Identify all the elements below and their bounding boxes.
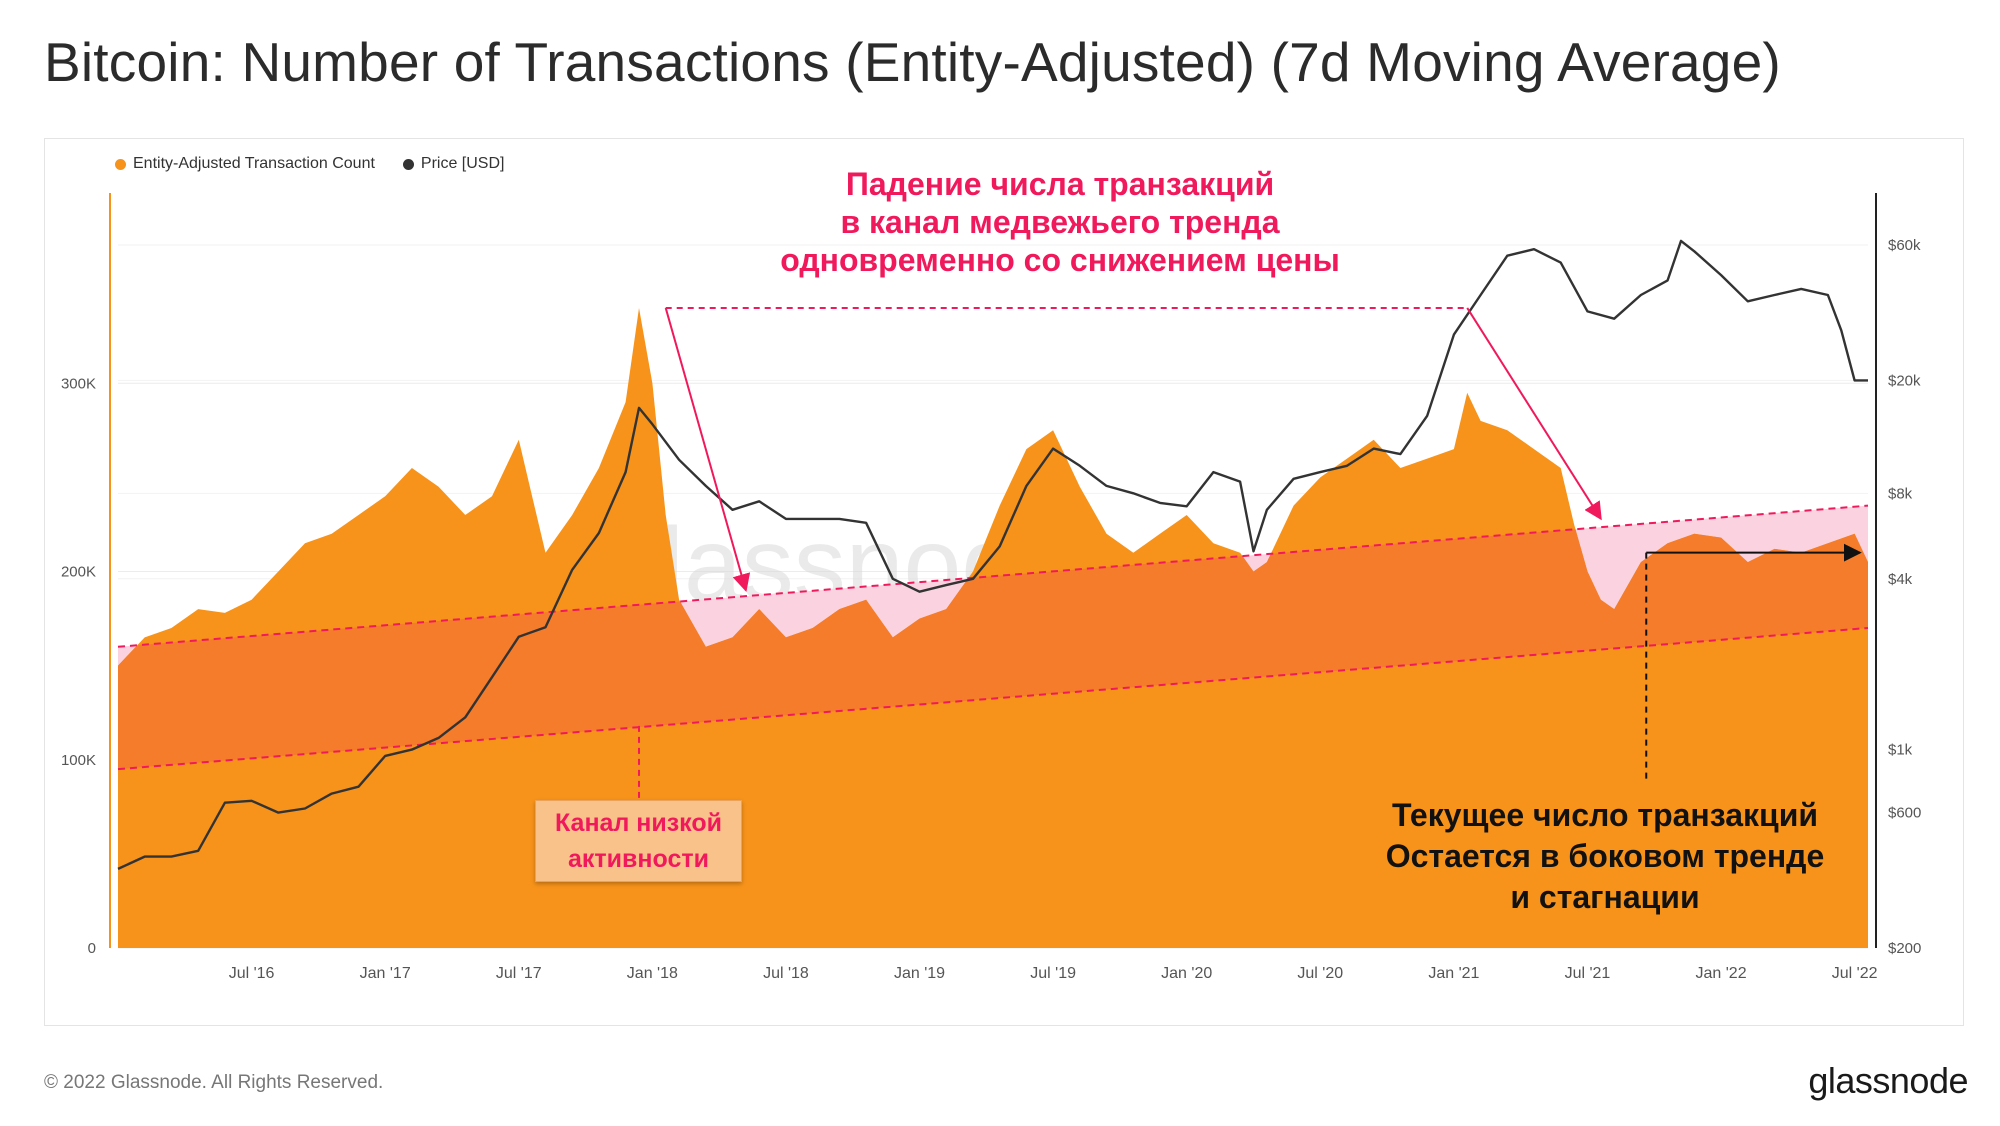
x-tick-label: Jul '20 <box>1297 965 1343 982</box>
x-tick-label: Jan '21 <box>1428 965 1479 982</box>
y-right-tick-label: $600 <box>1888 805 1921 822</box>
legend-item-transactions[interactable]: Entity-Adjusted Transaction Count <box>115 155 375 173</box>
y-right-tick-label: $200 <box>1888 940 1921 957</box>
x-tick-label: Jan '19 <box>894 965 945 982</box>
y-right-tick-label: $4k <box>1888 571 1913 588</box>
y-left-tick-label: 100K <box>61 752 96 769</box>
legend: Entity-Adjusted Transaction Count Price … <box>115 155 504 173</box>
x-tick-label: Jul '16 <box>229 965 275 982</box>
copyright: © 2022 Glassnode. All Rights Reserved. <box>44 1072 384 1093</box>
x-tick-label: Jul '18 <box>763 965 809 982</box>
y-left-tick-label: 200K <box>61 564 96 581</box>
annotation-line: одновременно со снижением цены <box>780 242 1340 278</box>
annotation-current-sideways: Текущее число транзакций Остается в боко… <box>1355 795 1855 918</box>
y-left-tick-label: 0 <box>88 940 96 957</box>
annotation-line: Остается в боковом тренде <box>1385 838 1825 874</box>
y-right-tick-label: $20k <box>1888 372 1921 389</box>
annotation-line: Падение числа транзакций <box>845 166 1275 202</box>
x-tick-label: Jan '18 <box>627 965 678 982</box>
legend-label: Price [USD] <box>420 155 505 172</box>
y-right-tick-label: $8k <box>1888 485 1913 502</box>
annotation-line: активности <box>568 845 709 873</box>
legend-dot-dark <box>402 158 414 170</box>
channel-area-overlay <box>118 505 1868 770</box>
annotation-line: Канал низкой <box>554 809 723 837</box>
legend-label: Entity-Adjusted Transaction Count <box>133 155 375 172</box>
annotation-line: и стагнации <box>1510 879 1700 915</box>
x-tick-label: Jan '20 <box>1161 965 1212 982</box>
y-right-tick-label: $1k <box>1888 742 1913 759</box>
x-tick-label: Jul '22 <box>1832 965 1878 982</box>
annotation-line: Текущее число транзакций <box>1391 797 1819 833</box>
y-right-tick-label: $60k <box>1888 237 1921 254</box>
annotation-line: в канал медвежьего тренда <box>840 204 1280 240</box>
annotation-bearish-channel: Падение числа транзакций в канал медвежь… <box>700 165 1420 279</box>
x-tick-label: Jul '17 <box>496 965 542 982</box>
legend-item-price[interactable]: Price [USD] <box>402 155 505 173</box>
x-tick-label: Jan '17 <box>360 965 411 982</box>
x-tick-label: Jul '21 <box>1565 965 1611 982</box>
y-left-tick-label: 300K <box>61 375 96 392</box>
glassnode-logo[interactable]: glassnode <box>1808 1060 1968 1101</box>
annotation-low-activity-box: Канал низкой активности <box>535 800 742 882</box>
arrow-2021 <box>1466 307 1602 521</box>
x-tick-label: Jul '19 <box>1030 965 1076 982</box>
chart-frame <box>44 138 1964 1026</box>
page-title: Bitcoin: Number of Transactions (Entity-… <box>44 31 1781 93</box>
channel-upper-line <box>117 504 1869 648</box>
channel-lower-line <box>117 626 1869 771</box>
legend-dot-orange <box>115 158 126 170</box>
arrow-2018 <box>664 307 751 593</box>
x-tick-label: Jan '22 <box>1696 965 1747 982</box>
price-line <box>117 239 1868 870</box>
